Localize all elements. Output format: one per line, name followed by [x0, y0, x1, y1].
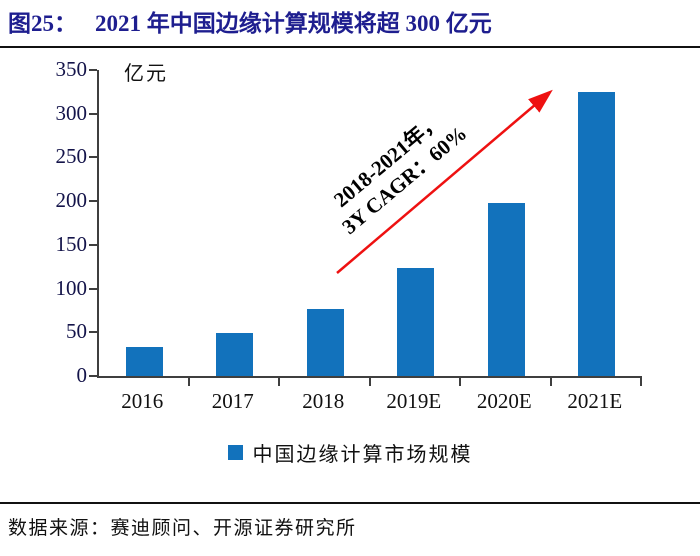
x-tick-label: 2017: [211, 389, 254, 413]
y-tick-label: 300: [55, 100, 88, 125]
y-tick: [89, 112, 97, 115]
figure-title-row: 图25： 2021 年中国边缘计算规模将超 300 亿元: [0, 0, 700, 48]
y-axis-unit-label: 亿元: [124, 63, 168, 85]
cagr-trend-arrow: [336, 89, 553, 274]
x-tick-label: 2016: [121, 389, 164, 413]
y-tick-label: 250: [55, 144, 88, 169]
y-tick: [89, 156, 97, 159]
bar-2018: [306, 308, 344, 376]
x-tick-label: 2021E: [567, 389, 623, 413]
figure-title: 2021 年中国边缘计算规模将超 300 亿元: [95, 11, 492, 36]
bar-2020E: [487, 202, 525, 376]
y-tick-label: 100: [55, 275, 88, 300]
source-row: 数据来源：赛迪顾问、开源证券研究所: [0, 502, 700, 549]
y-tick: [89, 375, 97, 377]
source-text: 数据来源：赛迪顾问、开源证券研究所: [8, 518, 357, 539]
bar-2019E: [397, 268, 435, 376]
bar-2021E: [578, 91, 616, 376]
y-tick-label: 350: [55, 57, 88, 81]
legend-swatch-icon: [227, 445, 243, 460]
y-tick-label: 50: [66, 319, 87, 344]
x-tick: [640, 378, 642, 386]
plot-area: [89, 69, 642, 386]
arrow-line: [336, 89, 553, 274]
x-tick: [187, 378, 190, 386]
y-tick: [89, 69, 97, 71]
legend-label: 中国边缘计算市场规模: [252, 444, 473, 466]
y-tick-label: 0: [76, 363, 88, 387]
x-tick: [549, 378, 552, 386]
bar-2016: [125, 347, 163, 376]
y-tick: [89, 331, 97, 334]
x-tick: [278, 378, 280, 386]
y-tick: [89, 200, 97, 203]
y-tick: [89, 287, 97, 290]
x-tick-label: 2020E: [476, 389, 532, 413]
y-tick: [89, 243, 97, 246]
figure-number-label: 图25：: [8, 11, 77, 36]
x-tick: [459, 378, 461, 386]
bar-2017: [216, 333, 254, 376]
x-tick-label: 2018: [302, 389, 345, 413]
x-tick-label: 2019E: [386, 389, 442, 413]
legend: 中国边缘计算市场规模: [0, 438, 700, 467]
y-tick-label: 150: [55, 231, 88, 256]
x-tick: [368, 378, 371, 386]
y-tick-label: 200: [55, 188, 88, 213]
